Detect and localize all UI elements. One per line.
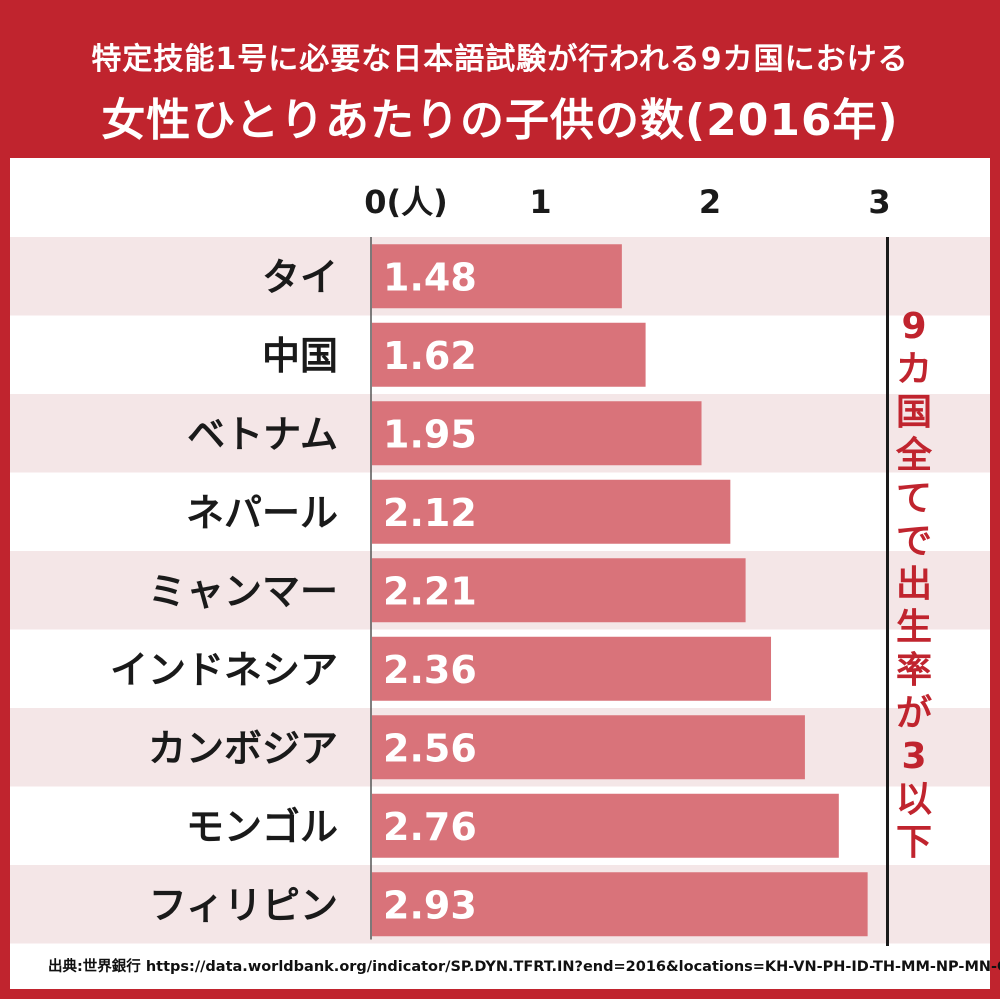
value-label: 1.95: [383, 412, 477, 456]
x-tick-label: 0(人): [364, 183, 448, 221]
bar: [372, 793, 839, 858]
value-label: 2.36: [383, 648, 477, 692]
bar: [372, 715, 805, 780]
category-label: タイ: [262, 255, 338, 299]
chart-title: 女性ひとりあたりの子供の数(2016年): [101, 95, 899, 146]
category-label: 中国: [262, 334, 338, 378]
reference-annotation: 9カ国全てで出生率が3以下: [895, 306, 932, 863]
bar: [372, 401, 702, 466]
value-label: 2.56: [383, 726, 477, 770]
category-label: フィリピン: [149, 883, 338, 927]
value-label: 1.62: [383, 334, 477, 378]
bar: [372, 322, 646, 387]
value-label: 1.48: [383, 255, 477, 299]
bar: [372, 479, 731, 544]
bar: [372, 558, 746, 623]
chart-subtitle: 特定技能1号に必要な日本語試験が行われる9カ国における: [91, 42, 909, 77]
category-label: モンゴル: [186, 805, 338, 849]
source-note: 出典:世界銀行 https://data.worldbank.org/indic…: [48, 959, 1000, 975]
category-label: ミャンマー: [148, 569, 338, 613]
bar: [372, 244, 622, 309]
bar: [372, 872, 868, 937]
category-label: インドネシア: [110, 648, 338, 692]
bar: [372, 636, 772, 701]
category-label: ネパール: [186, 491, 338, 535]
value-label: 2.21: [383, 569, 477, 613]
value-label: 2.76: [383, 805, 477, 849]
value-label: 2.12: [383, 491, 477, 535]
x-tick-label: 1: [529, 183, 551, 221]
value-label: 2.93: [383, 883, 477, 927]
x-tick-label: 2: [699, 183, 721, 221]
category-label: ベトナム: [187, 412, 338, 456]
x-tick-label: 3: [868, 183, 890, 221]
chart-header: 特定技能1号に必要な日本語試験が行われる9カ国における 女性ひとりあたりの子供の…: [0, 0, 1000, 158]
category-label: カンボジア: [148, 726, 338, 770]
